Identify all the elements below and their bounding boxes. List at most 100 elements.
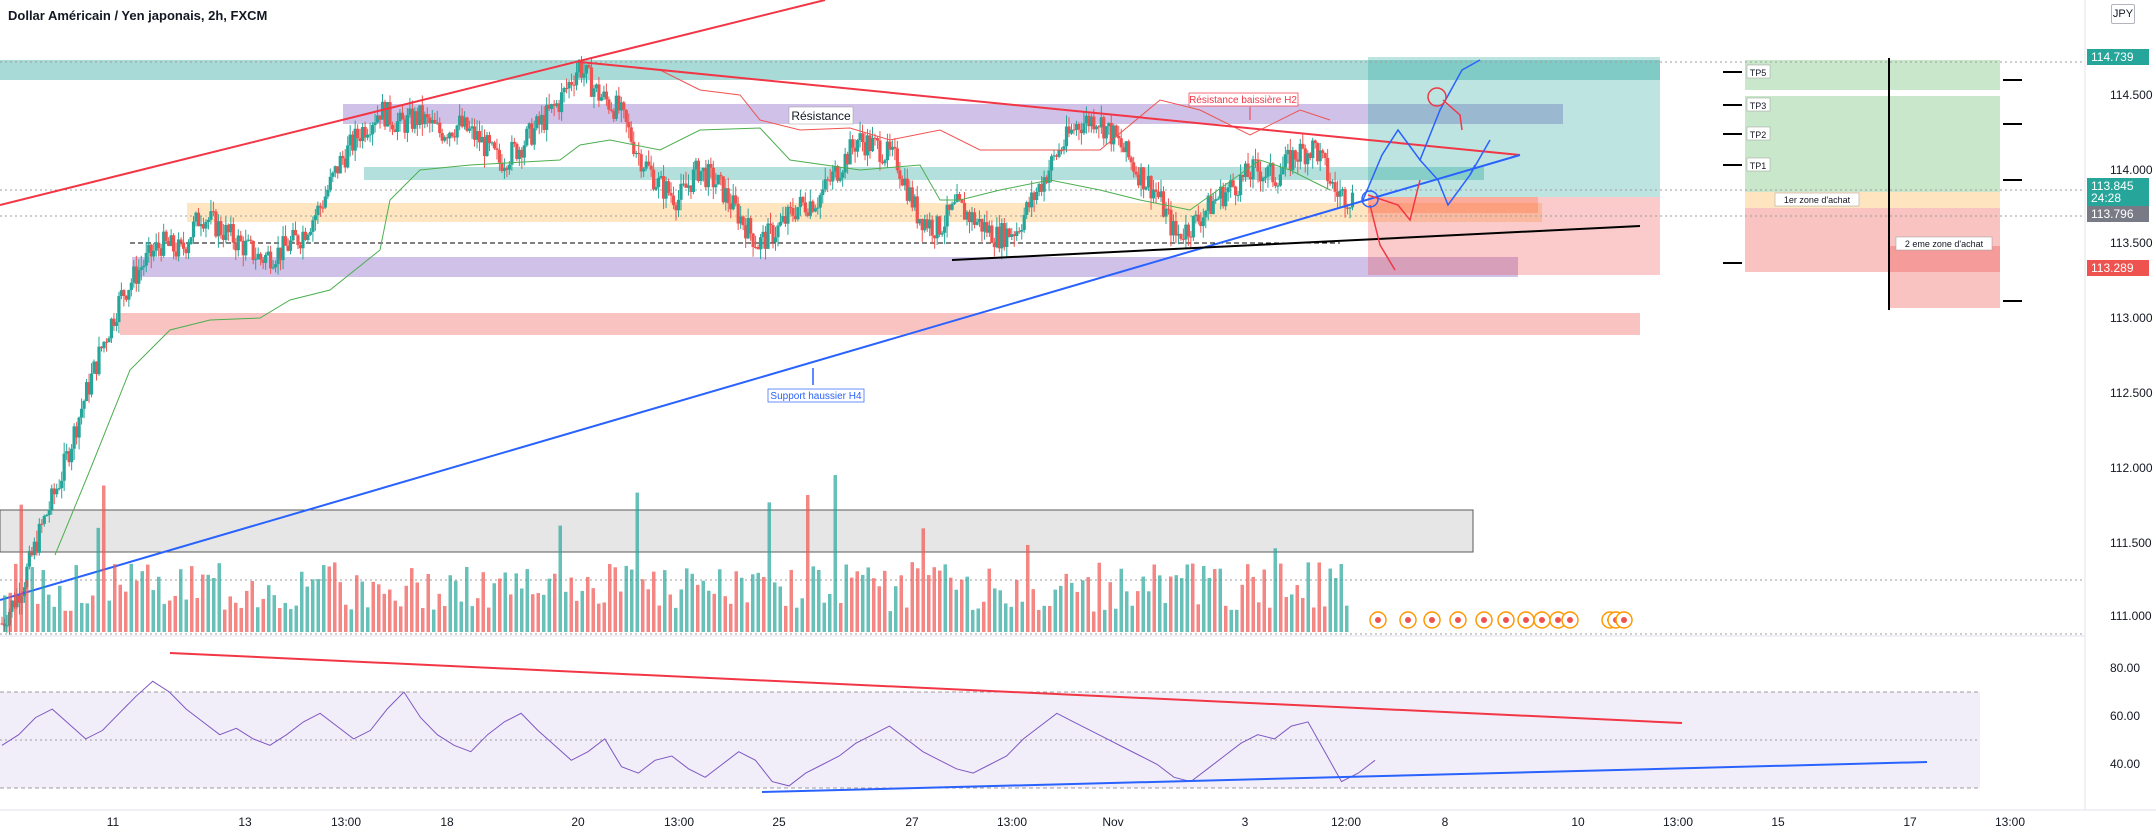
candle-body <box>560 92 564 113</box>
candle-body <box>229 224 233 233</box>
candle-body <box>714 184 718 188</box>
volume-bar <box>613 567 617 632</box>
candle-body <box>1159 191 1163 198</box>
candle-body <box>1263 176 1268 178</box>
candle-body <box>838 177 842 181</box>
candle-body <box>813 208 817 212</box>
candle-body <box>477 131 482 143</box>
volume-bar <box>371 581 375 632</box>
candle-body <box>1231 180 1235 187</box>
volume-bar <box>877 586 881 632</box>
candle-body <box>341 155 345 159</box>
candle-body <box>681 183 686 185</box>
volume-bar <box>30 567 34 632</box>
candle-body <box>211 211 216 213</box>
volume-bar <box>1070 582 1074 632</box>
volume-bar <box>1048 606 1052 632</box>
candle-body <box>219 221 223 235</box>
volume-bar <box>1081 580 1085 632</box>
candle-body <box>102 341 106 349</box>
volume-bar <box>1009 606 1013 632</box>
currency-selector[interactable]: JPY <box>2111 4 2135 24</box>
candle-body <box>492 142 497 149</box>
candle-body <box>540 114 544 125</box>
volume-bar <box>69 610 73 632</box>
candle-body <box>423 114 427 125</box>
candle-body <box>1156 191 1161 198</box>
volume-bar <box>454 580 458 632</box>
candle-body <box>5 625 9 627</box>
volume-bar <box>234 602 238 632</box>
candle-body <box>0 623 4 625</box>
candle-body <box>1313 140 1317 144</box>
candle-body <box>370 125 375 135</box>
candle-body <box>676 199 681 211</box>
price-tag-bg <box>2087 260 2149 276</box>
candle-body <box>642 168 646 172</box>
candle-body <box>55 488 59 495</box>
candle-body <box>273 264 278 268</box>
volume-bar <box>316 579 320 632</box>
volume-bar <box>223 609 227 632</box>
candle-body <box>176 239 181 257</box>
candle-body <box>1345 207 1350 209</box>
candle-body <box>1348 207 1352 209</box>
rsi-line <box>1 680 1376 787</box>
volume-bar <box>1185 564 1189 632</box>
volume-bar <box>360 581 364 632</box>
candle-body <box>1331 182 1335 184</box>
volume-bar <box>591 588 595 632</box>
volume-bar <box>630 569 634 632</box>
candle-body <box>1000 223 1004 249</box>
volume-bar <box>19 504 23 632</box>
candle-body <box>617 95 621 111</box>
volume-bar <box>1174 575 1178 632</box>
candle-body <box>1007 228 1011 237</box>
candle-body <box>1236 195 1240 197</box>
candle-body <box>127 290 131 300</box>
candle-body <box>880 161 885 164</box>
candle-body <box>597 84 601 101</box>
candle-body <box>537 116 541 125</box>
projection-arrow-5 <box>1469 164 1476 176</box>
volume-bar <box>624 565 628 632</box>
candle-body <box>1296 159 1300 162</box>
candle-body <box>975 221 979 225</box>
candle-body <box>550 103 554 109</box>
candle-body <box>898 170 902 179</box>
candle-body <box>783 216 788 224</box>
candle-body <box>390 124 395 130</box>
volume-bar <box>514 573 518 632</box>
volume-bar <box>1312 607 1316 632</box>
volume-bar <box>432 609 436 632</box>
x-tick-label: 13:00 <box>997 815 1027 829</box>
candle-body <box>639 154 643 172</box>
candle-body <box>1350 192 1355 208</box>
volume-bar <box>85 603 89 632</box>
candle-body <box>1211 200 1215 214</box>
candle-body <box>184 248 188 254</box>
volume-bar <box>151 590 155 632</box>
volume-bar <box>1235 609 1239 632</box>
candle-body <box>609 109 613 111</box>
candle-body <box>890 146 894 150</box>
candle-body <box>259 253 263 260</box>
y-tick-label: 114.000 <box>2110 163 2153 177</box>
candle-body <box>485 135 489 157</box>
candle-body <box>1144 187 1148 190</box>
volume-bar <box>129 563 133 632</box>
candle-body <box>395 121 400 132</box>
candle-body <box>137 269 141 284</box>
volume-bar <box>201 574 205 632</box>
volume-bar <box>811 566 815 632</box>
candle-body <box>77 417 81 438</box>
candle-body <box>89 373 94 395</box>
candle-body <box>1326 157 1330 181</box>
candle-body <box>883 160 887 164</box>
volume-bar <box>734 571 738 632</box>
trendline-rising-red <box>0 0 826 206</box>
candle-body <box>870 137 875 152</box>
candle-body <box>905 178 909 201</box>
candle-body <box>356 128 360 139</box>
